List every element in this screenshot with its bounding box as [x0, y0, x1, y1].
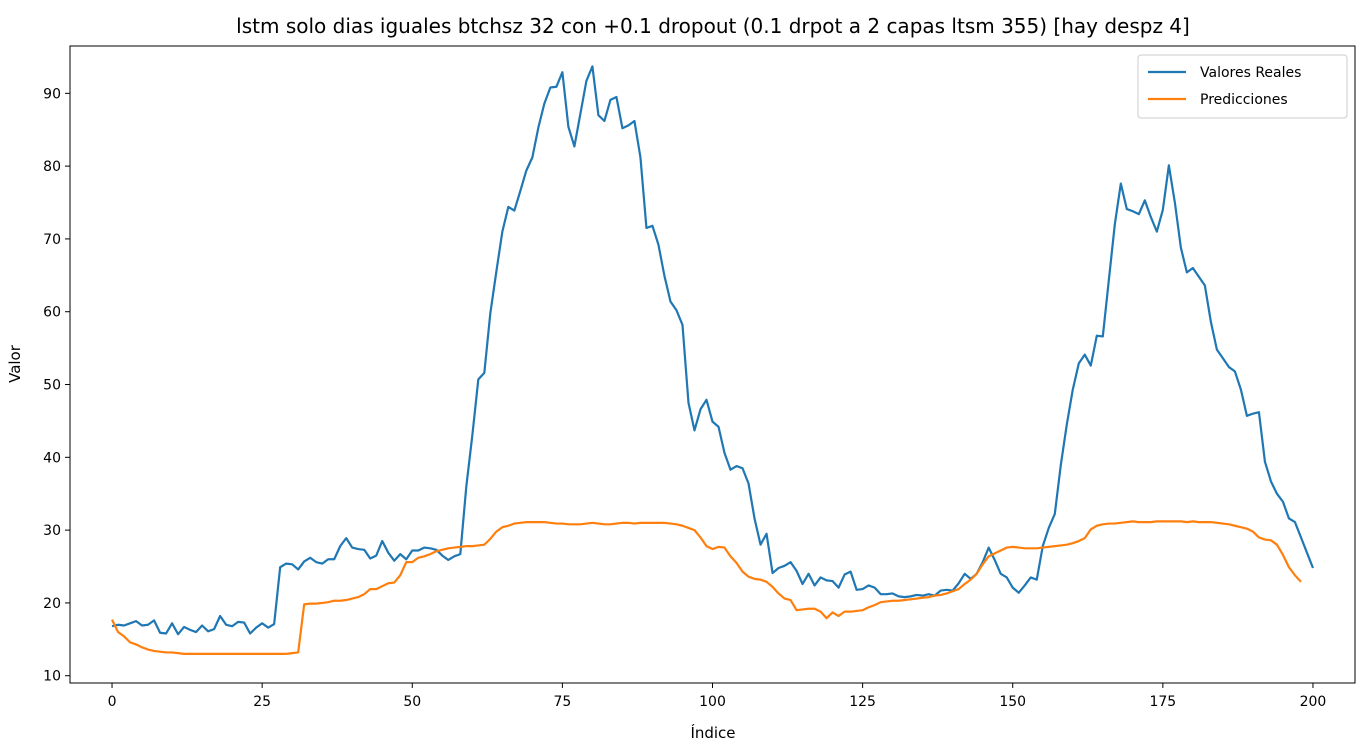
y-tick-label: 40 [43, 450, 61, 466]
chart-title: lstm solo dias iguales btchsz 32 con +0.… [236, 14, 1190, 38]
y-tick-label: 30 [43, 523, 61, 539]
y-axis-label: Valor [6, 344, 24, 383]
y-axis: 10 20 30 40 50 60 70 80 90 [43, 86, 70, 685]
plot-frame [69, 45, 1356, 684]
y-tick-label: 50 [43, 378, 61, 394]
x-tick-label: 25 [253, 694, 271, 710]
legend: Valores Reales Predicciones [1137, 54, 1348, 119]
y-tick-label: 70 [43, 232, 61, 248]
legend-box [1137, 54, 1348, 119]
x-tick-label: 50 [403, 694, 421, 710]
x-tick-label: 175 [1149, 694, 1176, 710]
y-tick-label: 60 [43, 305, 61, 321]
x-axis: 0 25 50 75 100 125 150 175 200 [108, 683, 1327, 710]
x-axis-label: Índice [690, 723, 735, 742]
y-tick-label: 10 [43, 669, 61, 685]
x-tick-label: 150 [999, 694, 1026, 710]
series-line-predicciones [111, 520, 1302, 655]
x-tick-label: 100 [699, 694, 726, 710]
y-tick-label: 90 [43, 86, 61, 102]
x-tick-label: 125 [849, 694, 876, 710]
series-line-valores-reales [111, 65, 1314, 636]
x-tick-label: 200 [1300, 694, 1327, 710]
plot-lines [111, 65, 1314, 655]
legend-label-predicciones: Predicciones [1200, 92, 1288, 108]
x-tick-label: 75 [553, 694, 571, 710]
y-tick-label: 80 [43, 159, 61, 175]
legend-label-valores-reales: Valores Reales [1200, 65, 1301, 81]
x-tick-label: 0 [108, 694, 117, 710]
y-tick-label: 20 [43, 596, 61, 612]
